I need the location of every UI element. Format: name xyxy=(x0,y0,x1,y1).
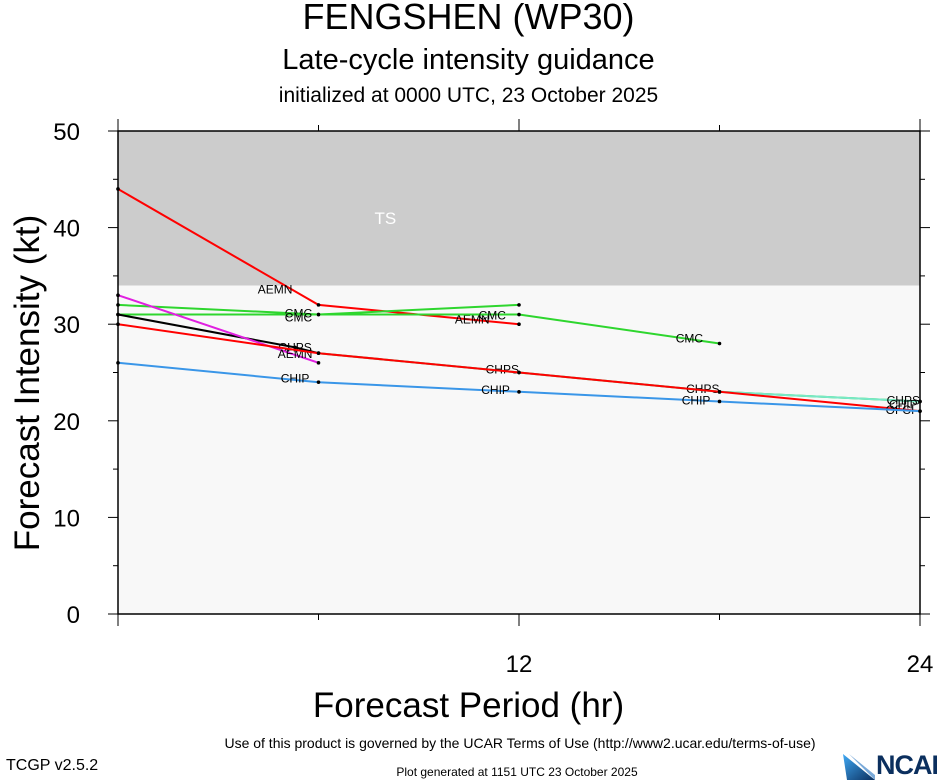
series-point xyxy=(517,312,521,317)
series-label: CHIP xyxy=(682,394,711,408)
y-tick-label: 10 xyxy=(53,505,80,532)
y-tick-label: 20 xyxy=(53,409,80,436)
series-point xyxy=(918,399,922,404)
y-tick-label: 50 xyxy=(53,119,80,146)
series-point xyxy=(316,361,321,365)
chart-subtitle: Late-cycle intensity guidance xyxy=(282,44,655,76)
series-label: CHPS xyxy=(686,382,719,396)
series-label: CHPS xyxy=(486,363,519,377)
series-point xyxy=(517,390,521,394)
band-label-ts: TS xyxy=(374,209,396,228)
series-point xyxy=(116,312,120,317)
x-tick-label: 24 xyxy=(907,651,934,678)
series-point xyxy=(116,293,120,298)
series-point xyxy=(918,409,922,413)
initialization-time: initialized at 0000 UTC, 23 October 2025 xyxy=(278,84,659,107)
ncar-logo: NCAR xyxy=(839,750,937,780)
series-point xyxy=(517,370,521,375)
series-label: AEMN xyxy=(258,282,293,296)
series-point xyxy=(316,303,321,307)
series-label: CHIP xyxy=(281,371,310,385)
series-point xyxy=(116,322,120,327)
generated-timestamp: Plot generated at 1151 UTC 23 October 20… xyxy=(396,765,638,779)
series-point xyxy=(293,345,297,350)
series-point xyxy=(116,187,120,191)
series-point xyxy=(717,390,722,394)
series-point xyxy=(316,380,321,384)
x-axis-label: Forecast Period (hr) xyxy=(312,686,625,725)
ncar-logo-text: NCAR xyxy=(876,750,937,780)
x-tick-label: 12 xyxy=(506,651,533,678)
series-label: CMC xyxy=(676,332,704,346)
version-label: TCGP v2.5.2 xyxy=(6,757,99,774)
ncar-logo-icon xyxy=(843,754,875,780)
series-point xyxy=(316,351,321,355)
series-point xyxy=(116,361,120,365)
series-label: AEMN xyxy=(455,312,490,326)
intensity-band-ts xyxy=(118,131,920,286)
series-point xyxy=(717,399,722,404)
series-line xyxy=(118,313,720,345)
series-point xyxy=(517,303,521,307)
series-label: CMC xyxy=(285,310,313,324)
series-point xyxy=(717,341,722,346)
series-point xyxy=(316,312,321,317)
series-label: CHIP xyxy=(481,383,510,397)
series-label: CHPS xyxy=(887,394,920,408)
terms-of-use-text: Use of this product is governed by the U… xyxy=(224,735,816,751)
series-label: CHIP xyxy=(889,397,918,411)
y-tick-label: 40 xyxy=(53,216,80,243)
chart-title: FENGSHEN (WP30) xyxy=(302,0,635,37)
series-point xyxy=(517,322,521,327)
series-point xyxy=(116,303,120,307)
y-axis-label: Forecast Intensity (kt) xyxy=(8,214,47,552)
y-tick-label: 30 xyxy=(53,312,80,339)
series-label: CMC xyxy=(479,309,507,323)
series-line xyxy=(117,294,319,364)
y-tick-label: 0 xyxy=(67,602,80,629)
